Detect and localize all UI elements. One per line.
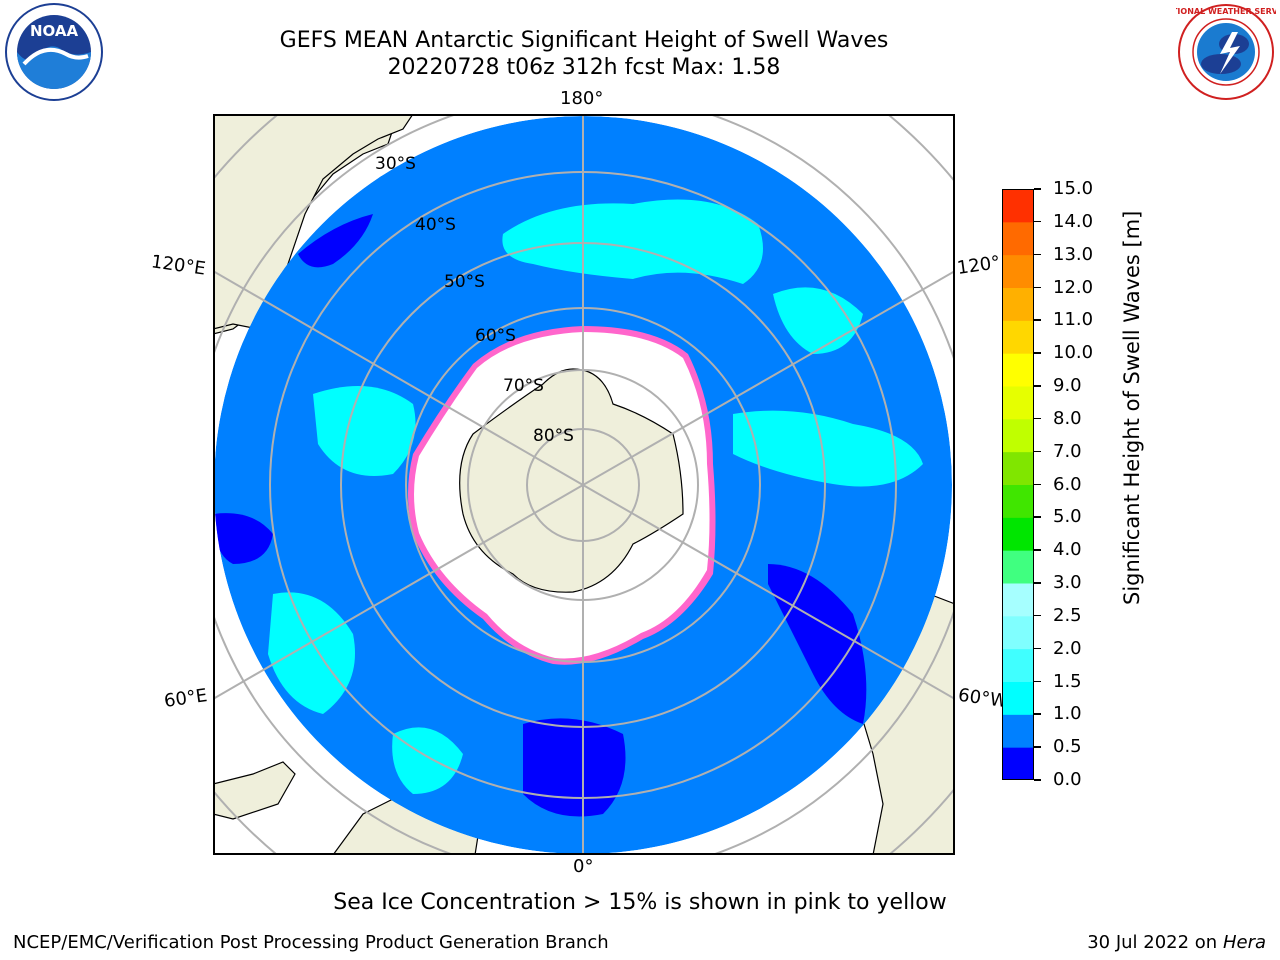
colorbar-tick-mark <box>1034 253 1041 256</box>
colorbar-swatch <box>1002 353 1034 387</box>
colorbar-tick-label: 15.0 <box>1053 178 1094 199</box>
polar-map-canvas: 30°S 40°S 50°S 60°S 70°S 80°S <box>213 114 955 855</box>
colorbar-tick-label: 0.0 <box>1053 769 1082 790</box>
lon-label-0: 0° <box>573 856 594 877</box>
land-madagascar <box>213 761 296 820</box>
lon-label-120e: 120°E <box>149 251 207 280</box>
colorbar-tick-mark <box>1034 713 1041 715</box>
lat-label-40s: 40°S <box>415 215 456 235</box>
footer-right: 30 Jul 2022 on Hera <box>1087 932 1266 953</box>
colorbar-swatch <box>1002 418 1034 453</box>
footer-date: 30 Jul 2022 on <box>1087 932 1218 953</box>
colorbar-title: Significant Height of Swell Waves [m] <box>1120 210 1144 605</box>
noaa-logo: NOAA <box>4 2 104 102</box>
colorbar-tick-label: 8.0 <box>1053 407 1082 429</box>
swell-patch-east <box>733 410 923 487</box>
colorbar-tick-label: 3.0 <box>1053 572 1082 593</box>
calm-patch-west <box>214 513 273 564</box>
colorbar-swatch <box>1002 615 1034 650</box>
colorbar-tick-label: 5.0 <box>1053 506 1082 528</box>
colorbar-tick-label: 7.0 <box>1053 440 1082 462</box>
colorbar-tick-mark <box>1034 286 1041 288</box>
lon-label-60e: 60°E <box>162 685 209 712</box>
colorbar-tick-mark <box>1034 319 1041 321</box>
colorbar-tick-mark <box>1034 614 1041 617</box>
footer-machine: Hera <box>1222 932 1266 953</box>
colorbar-tick-label: 12.0 <box>1053 276 1094 298</box>
colorbar-tick-label: 13.0 <box>1053 243 1094 265</box>
colorbar-swatch <box>1002 714 1034 748</box>
colorbar-swatch <box>1002 386 1034 420</box>
lat-label-80s: 80°S <box>533 426 574 446</box>
colorbar-swatch <box>1002 648 1034 682</box>
nws-logo-text: NATIONAL WEATHER SERVICE <box>1176 7 1276 16</box>
colorbar-tick-label: 4.0 <box>1053 539 1082 561</box>
colorbar-tick-mark <box>1034 450 1041 453</box>
colorbar-tick-mark <box>1034 647 1041 650</box>
colorbar-tick-mark <box>1034 352 1041 354</box>
chart-title: GEFS MEAN Antarctic Significant Height o… <box>279 28 889 53</box>
colorbar-tick-label: 2.0 <box>1053 637 1082 659</box>
swell-patch-west <box>313 386 416 476</box>
calm-patch-south <box>523 718 626 817</box>
colorbar-tick-label: 6.0 <box>1053 473 1082 495</box>
swell-patch-southwest <box>268 592 355 714</box>
colorbar-swatch <box>1002 517 1034 551</box>
colorbar-tick-label: 2.5 <box>1053 604 1082 626</box>
colorbar-swatches <box>1002 189 1034 781</box>
colorbar-swatch <box>1002 681 1034 715</box>
footer-left: NCEP/EMC/Verification Post Processing Pr… <box>13 932 609 953</box>
colorbar-tick-mark <box>1034 549 1041 551</box>
colorbar-swatch <box>1002 583 1034 617</box>
colorbar-swatch <box>1002 189 1034 223</box>
colorbar-tick-mark <box>1034 779 1041 781</box>
noaa-logo-text: NOAA <box>30 22 79 40</box>
colorbar-swatch <box>1002 550 1034 584</box>
map-frame <box>213 114 955 855</box>
colorbar-tick-mark <box>1034 220 1041 223</box>
colorbar-tick-label: 10.0 <box>1053 342 1094 364</box>
chart-subtitle: 20220728 t06z 312h fcst Max: 1.58 <box>387 55 781 80</box>
graticule <box>213 114 955 855</box>
swell-patch-north <box>502 199 763 284</box>
nws-logo: NATIONAL WEATHER SERVICE <box>1160 2 1280 102</box>
colorbar-tick-mark <box>1034 746 1041 748</box>
colorbar-tick-label: 11.0 <box>1053 309 1094 331</box>
colorbar-swatch <box>1002 320 1034 354</box>
colorbar-tick-mark <box>1034 417 1041 420</box>
colorbar-tick-label: 0.5 <box>1053 736 1082 758</box>
colorbar-tick-mark <box>1034 385 1041 387</box>
colorbar-tick-label: 9.0 <box>1053 375 1082 396</box>
calm-patch-southeast <box>768 564 867 724</box>
colorbar-tick-mark <box>1034 188 1041 190</box>
colorbar-tick-mark <box>1034 582 1041 584</box>
lon-label-180: 180° <box>560 88 604 109</box>
colorbar-swatch <box>1002 451 1034 485</box>
colorbar <box>1002 189 1034 781</box>
colorbar-tick-label: 14.0 <box>1053 210 1094 232</box>
swell-patch-south <box>392 727 463 794</box>
lat-label-30s: 30°S <box>375 154 416 174</box>
lon-label-120w: 120° <box>955 252 1002 279</box>
sea-ice-note: Sea Ice Concentration > 15% is shown in … <box>333 890 947 915</box>
colorbar-swatch <box>1002 254 1034 288</box>
colorbar-swatch <box>1002 747 1034 781</box>
colorbar-tick-mark <box>1034 516 1041 518</box>
polar-map: 30°S 40°S 50°S 60°S 70°S 80°S <box>213 114 955 855</box>
colorbar-swatch <box>1002 484 1034 518</box>
colorbar-swatch <box>1002 221 1034 256</box>
antarctica <box>459 368 684 593</box>
colorbar-tick-mark <box>1034 483 1041 485</box>
colorbar-tick-label: 1.5 <box>1053 670 1082 692</box>
colorbar-tick-mark <box>1034 680 1041 682</box>
lat-label-60s: 60°S <box>475 326 516 346</box>
calm-patch-northwest <box>298 214 373 268</box>
land-australia <box>213 114 414 330</box>
lat-label-70s: 70°S <box>503 376 544 396</box>
colorbar-tick-label: 1.0 <box>1053 703 1082 725</box>
colorbar-swatch <box>1002 287 1034 321</box>
lat-label-50s: 50°S <box>444 272 485 292</box>
